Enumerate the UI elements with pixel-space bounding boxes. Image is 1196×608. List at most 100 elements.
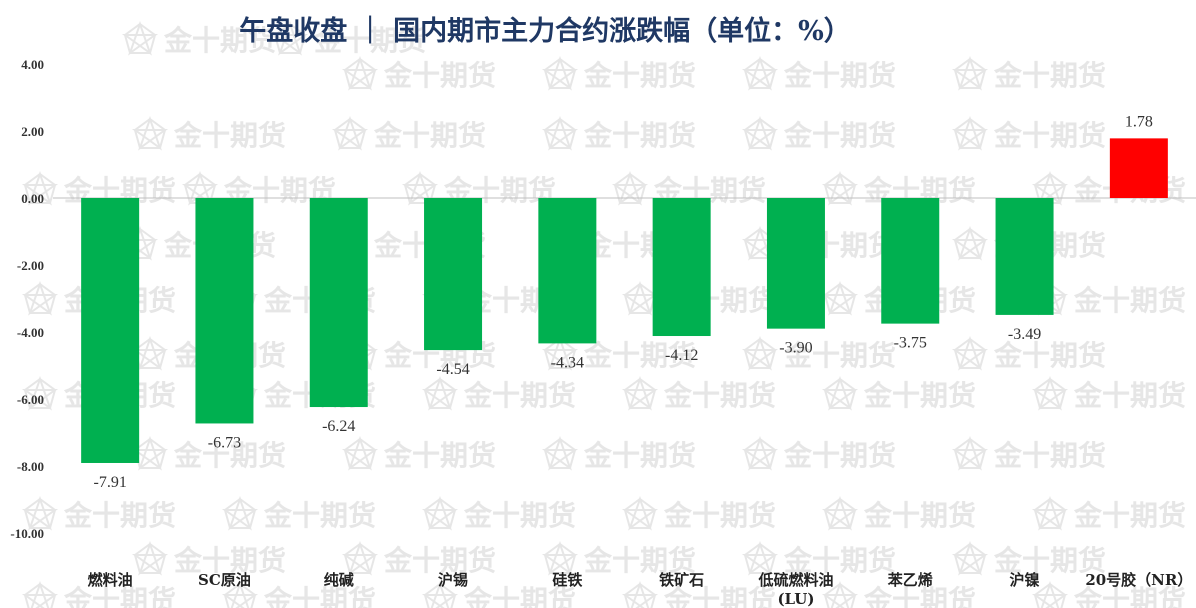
watermark-star-icon (951, 55, 989, 91)
watermark-pentagon-icon (133, 542, 167, 574)
watermark-star-icon (951, 225, 989, 261)
watermark-pentagon-icon (623, 282, 657, 314)
watermark-star-icon (221, 580, 259, 608)
watermark-logo: 金十期货 (1031, 495, 1186, 532)
watermark-logo: 金十期货 (341, 540, 496, 577)
watermark-text: 金十期货 (863, 584, 976, 608)
watermark-star-icon (541, 540, 579, 576)
watermark-text: 金十期货 (383, 59, 496, 92)
y-tick-label: -8.00 (17, 459, 44, 474)
watermark-text: 金十期货 (1073, 584, 1186, 608)
bar (1109, 138, 1168, 198)
watermark-star-icon (21, 580, 59, 608)
watermark-text: 金十期货 (583, 439, 696, 472)
watermark-pentagon-icon (543, 437, 577, 469)
watermark-pentagon-icon (343, 542, 377, 574)
watermark-pentagon-icon (23, 497, 57, 529)
data-label: 1.78 (1125, 113, 1153, 130)
watermark-logo: 金十期货 (951, 435, 1106, 472)
x-tick-label: (LU) (777, 590, 814, 608)
watermark-star-icon (421, 495, 459, 531)
watermark-logo: 金十期货 (21, 580, 176, 608)
watermark-star-icon (621, 580, 659, 608)
watermark-logo: 金十期货 (131, 540, 286, 577)
x-tick-label: 沪锡 (438, 571, 468, 589)
watermark-logo: 金十期货 (541, 115, 696, 152)
watermark-logo: 金十期货 (821, 375, 976, 412)
watermark-logo: 金十期货 (331, 115, 486, 152)
watermark-text: 金十期货 (863, 499, 976, 532)
watermark-pentagon-icon (333, 117, 367, 149)
y-tick-label: -6.00 (17, 392, 44, 407)
watermark-star-icon (131, 540, 169, 576)
y-tick-label: 4.00 (21, 57, 44, 72)
bar (81, 198, 140, 463)
watermark-pentagon-icon (223, 497, 257, 529)
watermark-star-icon (821, 495, 859, 531)
data-label: -3.49 (1008, 326, 1041, 343)
watermark-logo: 金十期货 (421, 375, 576, 412)
watermark-text: 金十期货 (583, 544, 696, 577)
watermark-logo: 金十期货 (341, 435, 496, 472)
watermark-logo: 金十期货 (1031, 280, 1186, 317)
watermark-text: 金十期货 (463, 584, 576, 608)
watermark-star-icon (741, 115, 779, 151)
watermark-pentagon-icon (1033, 377, 1067, 409)
watermark-star-icon (341, 540, 379, 576)
watermark-text: 金十期货 (163, 24, 276, 57)
y-tick-label: 2.00 (21, 124, 44, 139)
watermark-pentagon-icon (823, 172, 857, 204)
watermark-logo: 金十期货 (541, 335, 696, 372)
watermark-star-icon (821, 280, 859, 316)
watermark-pentagon-icon (743, 437, 777, 469)
watermark-pentagon-icon (823, 497, 857, 529)
watermark-text: 金十期货 (263, 499, 376, 532)
watermark-pentagon-icon (613, 172, 647, 204)
watermark-pentagon-icon (543, 117, 577, 149)
watermark-star-icon (341, 55, 379, 91)
watermark-text: 金十期货 (173, 119, 286, 152)
watermark-star-icon (121, 20, 159, 56)
data-label: -4.54 (436, 361, 469, 378)
watermark-text: 金十期货 (63, 499, 176, 532)
watermark-logo: 金十期货 (1031, 580, 1186, 608)
watermark-star-icon (131, 435, 169, 471)
bar (538, 198, 597, 344)
x-axis: 燃料油 SC原油 纯碱 沪锡 硅铁 铁矿石 低硫燃料油(LU) 苯乙烯 沪镍 20号胶（NR） (88, 571, 1193, 608)
watermark-pentagon-icon (623, 582, 657, 608)
watermark-star-icon (1031, 495, 1069, 531)
y-axis: 4.00 2.00 0.00 -2.00 -4.00 -6.00 -8.00 -10.00 (10, 57, 44, 541)
watermark-logo: 金十期货 (421, 495, 576, 532)
data-label: -4.34 (551, 354, 584, 371)
watermark-pentagon-icon (423, 377, 457, 409)
watermark-logo: 金十期货 (621, 580, 776, 608)
watermark-text: 金十期货 (173, 439, 286, 472)
watermark-pentagon-icon (953, 337, 987, 369)
watermark-text: 金十期货 (263, 584, 376, 608)
watermark-star-icon (271, 20, 309, 56)
watermark-star-icon (331, 115, 369, 151)
watermark-logo: 金十期货 (541, 540, 696, 577)
bar (766, 198, 825, 329)
watermark-text: 金十期货 (383, 439, 496, 472)
watermark-text: 金十期货 (863, 379, 976, 412)
watermark-logo: 金十期货 (621, 375, 776, 412)
watermark-pentagon-icon (23, 377, 57, 409)
watermark-pentagon-icon (543, 57, 577, 89)
watermark-logo: 金十期货 (541, 55, 696, 92)
watermark-pentagon-icon (953, 117, 987, 149)
watermark-star-icon (421, 580, 459, 608)
watermark-star-icon (951, 115, 989, 151)
watermark-text: 金十期货 (663, 379, 776, 412)
watermark-star-icon (21, 495, 59, 531)
watermark-text: 金十期货 (1073, 379, 1186, 412)
watermark-pentagon-icon (743, 337, 777, 369)
watermark-pentagon-icon (1033, 497, 1067, 529)
x-tick-label: 沪镍 (1010, 571, 1040, 589)
watermark-text: 金十期货 (783, 544, 896, 577)
watermark-text: 金十期货 (783, 119, 896, 152)
watermark-pentagon-icon (23, 582, 57, 608)
watermark-logo: 金十期货 (741, 115, 896, 152)
watermark-star-icon (951, 435, 989, 471)
watermark-star-icon (541, 435, 579, 471)
